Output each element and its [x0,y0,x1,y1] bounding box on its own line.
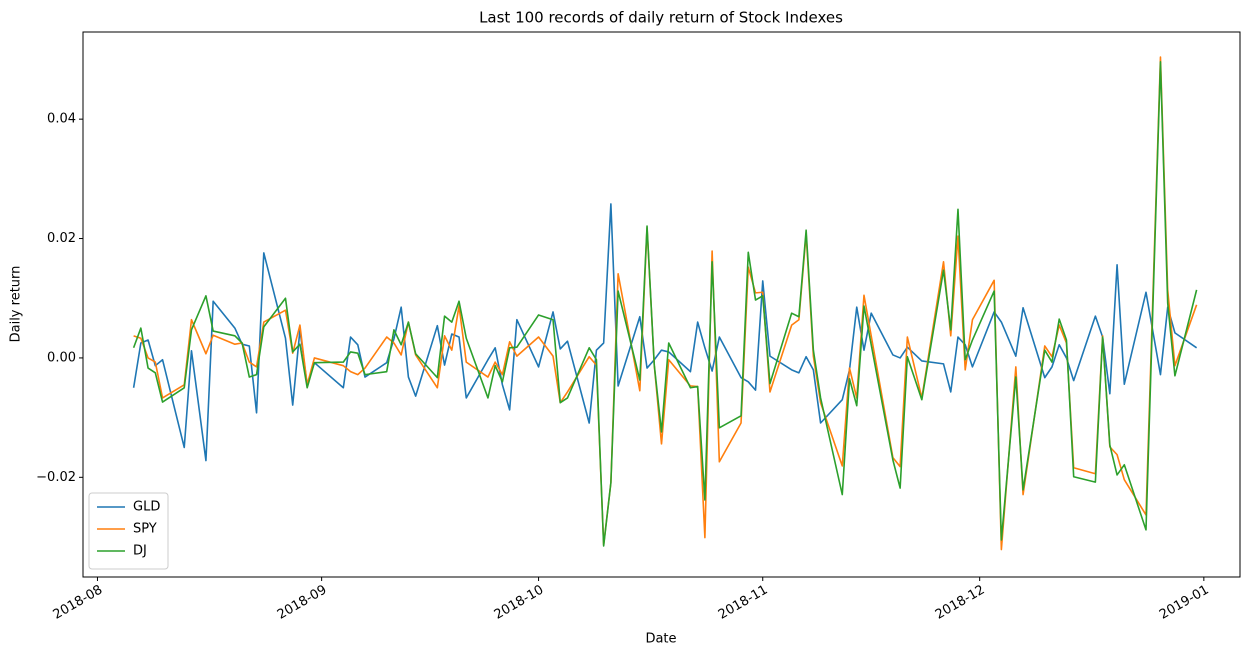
x-tick-label: 2018-08 [51,583,106,623]
series-line [133,56,1198,551]
x-axis-label: Date [645,632,676,647]
chart-title: Last 100 records of daily return of Stoc… [479,9,843,27]
x-tick-label: 2018-09 [275,583,330,623]
y-tick-label: 0.00 [47,350,76,365]
legend-label: GLD [133,500,160,515]
legend-label: DJ [133,544,147,559]
legend-label: SPY [133,522,157,537]
legend-box [88,492,169,570]
x-tick-label: 2019-01 [1157,583,1212,623]
plot-frame [82,31,1241,578]
y-tick-label: 0.04 [47,112,76,127]
x-tick-label: 2018-12 [933,583,988,623]
series-line [132,203,1198,462]
y-tick-label: −0.02 [36,470,76,485]
x-tick-label: 2018-10 [492,583,547,623]
y-axis-label: Daily return [9,266,24,343]
x-tick-label: 2018-11 [716,583,771,623]
series-line [132,61,1198,547]
y-tick-label: 0.02 [47,231,76,246]
